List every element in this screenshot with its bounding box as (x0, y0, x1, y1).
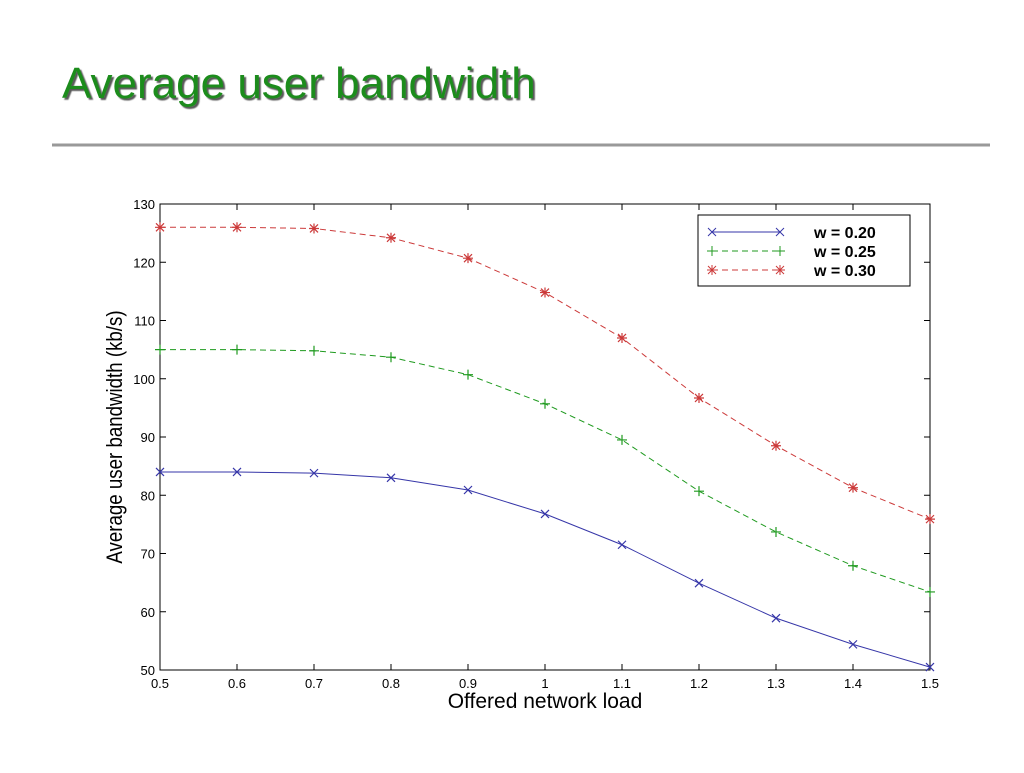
data-marker (232, 344, 242, 355)
data-marker (925, 586, 935, 597)
x-axis-label: Offered network load (448, 690, 643, 713)
legend-label: w = 0.20 (813, 225, 876, 242)
x-tick-label: 1.4 (844, 676, 862, 691)
data-marker (848, 482, 858, 493)
series-line (160, 349, 931, 593)
x-tick-label: 1.2 (690, 676, 708, 691)
data-marker (617, 540, 627, 550)
data-marker (617, 434, 627, 445)
data-marker (540, 287, 550, 298)
y-tick-label: 60 (141, 605, 155, 620)
legend-marker (707, 227, 785, 237)
y-tick-label: 70 (141, 547, 155, 562)
x-tick-label: 1.1 (613, 676, 631, 691)
data-marker (617, 332, 627, 343)
data-marker (155, 467, 165, 477)
y-axis-label: Average user bandwidth (kb/s) (104, 310, 128, 563)
y-tick-label: 90 (141, 430, 155, 445)
data-marker (309, 345, 319, 356)
y-tick-label: 120 (133, 255, 155, 270)
data-marker (386, 473, 396, 483)
data-marker (925, 662, 935, 672)
x-tick-label: 0.8 (382, 676, 400, 691)
x-tick-label: 0.6 (228, 676, 246, 691)
data-marker (925, 514, 935, 525)
y-tick-label: 130 (133, 197, 155, 212)
data-marker (463, 485, 473, 495)
data-marker (463, 253, 473, 264)
data-marker (309, 468, 319, 478)
data-marker (540, 509, 550, 519)
data-marker (771, 526, 781, 537)
data-marker (309, 223, 319, 234)
y-tick-label: 50 (141, 663, 155, 678)
x-tick-label: 1.5 (921, 676, 939, 691)
x-tick-label: 1.3 (767, 676, 785, 691)
data-marker (771, 440, 781, 451)
x-tick-label: 0.9 (459, 676, 477, 691)
data-marker (694, 392, 704, 403)
y-tick-label: 110 (134, 314, 155, 329)
data-marker (232, 467, 242, 477)
data-marker (694, 578, 704, 588)
legend-label: w = 0.25 (813, 244, 876, 261)
data-marker (848, 639, 858, 649)
data-marker (386, 352, 396, 363)
data-marker (155, 222, 165, 233)
data-marker (540, 398, 550, 409)
data-marker (463, 369, 473, 380)
x-tick-label: 0.7 (305, 676, 323, 691)
x-tick-label: 0.5 (151, 676, 169, 691)
data-marker (232, 222, 242, 233)
x-tick-label: 1 (541, 676, 548, 691)
data-marker (848, 560, 858, 571)
legend-marker (707, 265, 785, 275)
y-tick-label: 100 (133, 372, 155, 387)
data-marker (155, 344, 165, 355)
data-marker (771, 613, 781, 623)
series-line (160, 471, 931, 668)
data-marker (386, 232, 396, 243)
legend-box (697, 214, 911, 287)
slide-title: Average user bandwidth (62, 59, 536, 108)
legend-label: w = 0.30 (813, 263, 876, 280)
legend-marker (707, 246, 785, 256)
data-marker (694, 486, 704, 497)
y-tick-label: 80 (141, 488, 155, 503)
